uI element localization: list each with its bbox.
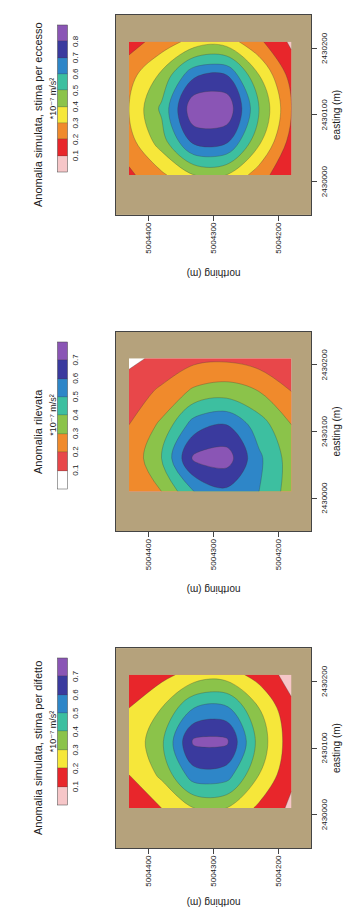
svg-text:0.7: 0.7	[71, 52, 80, 64]
svg-text:0.2: 0.2	[71, 762, 80, 774]
svg-text:0.4: 0.4	[71, 101, 80, 113]
svg-text:5004400: 5004400	[144, 222, 153, 254]
svg-text:0.7: 0.7	[71, 354, 80, 366]
svg-text:2430100: 2430100	[320, 732, 329, 764]
svg-text:0.5: 0.5	[71, 391, 80, 403]
svg-text:Anomalia simulata, stima per e: Anomalia simulata, stima per eccesso	[32, 22, 44, 207]
svg-text:0.3: 0.3	[71, 744, 80, 756]
svg-text:0.8: 0.8	[71, 35, 80, 47]
svg-text:2430100: 2430100	[320, 415, 329, 447]
svg-text:2430000: 2430000	[320, 165, 329, 197]
svg-text:2430000: 2430000	[320, 482, 329, 514]
svg-text:0.5: 0.5	[71, 707, 80, 719]
svg-text:5004200: 5004200	[274, 855, 283, 887]
svg-text:0.6: 0.6	[71, 372, 80, 384]
svg-text:5004300: 5004300	[209, 539, 218, 571]
svg-text:0.4: 0.4	[71, 409, 80, 421]
svg-text:5004200: 5004200	[274, 222, 283, 254]
svg-text:*10⁻⁷ m/s²: *10⁻⁷ m/s²	[48, 711, 58, 753]
svg-text:0.2: 0.2	[71, 446, 80, 458]
svg-text:0.4: 0.4	[71, 725, 80, 737]
svg-text:5004400: 5004400	[144, 539, 153, 571]
svg-text:2430200: 2430200	[320, 349, 329, 381]
svg-text:northing (m): northing (m)	[187, 584, 241, 595]
svg-text:5004300: 5004300	[209, 222, 218, 254]
svg-text:5004400: 5004400	[144, 855, 153, 887]
svg-text:0.6: 0.6	[71, 689, 80, 701]
svg-text:0.3: 0.3	[71, 117, 80, 129]
svg-text:*10⁻⁷ m/s²: *10⁻⁷ m/s²	[48, 394, 58, 436]
svg-text:0.6: 0.6	[71, 68, 80, 80]
svg-text:5004300: 5004300	[209, 855, 218, 887]
svg-text:0.7: 0.7	[71, 670, 80, 682]
svg-text:northing (m): northing (m)	[187, 897, 241, 908]
svg-text:0.2: 0.2	[71, 133, 80, 145]
svg-text:5004200: 5004200	[274, 539, 283, 571]
svg-text:0.1: 0.1	[71, 464, 80, 476]
svg-text:2430100: 2430100	[320, 99, 329, 131]
svg-text:0.1: 0.1	[71, 781, 80, 793]
svg-text:2430200: 2430200	[320, 665, 329, 697]
svg-text:2430200: 2430200	[320, 32, 329, 64]
svg-text:Anomalia simulata, stima per d: Anomalia simulata, stima per difetto	[32, 661, 44, 835]
svg-text:easting (m): easting (m)	[331, 723, 342, 773]
svg-text:Anomalia rilevata: Anomalia rilevata	[32, 389, 44, 474]
svg-text:*10⁻⁷ m/s²: *10⁻⁷ m/s²	[48, 78, 58, 120]
svg-text:easting (m): easting (m)	[331, 90, 342, 140]
svg-text:0.1: 0.1	[71, 150, 80, 162]
svg-text:0.5: 0.5	[71, 84, 80, 96]
svg-text:0.3: 0.3	[71, 427, 80, 439]
svg-text:2430000: 2430000	[320, 799, 329, 831]
svg-text:easting (m): easting (m)	[331, 406, 342, 456]
svg-text:northing (m): northing (m)	[187, 268, 241, 279]
